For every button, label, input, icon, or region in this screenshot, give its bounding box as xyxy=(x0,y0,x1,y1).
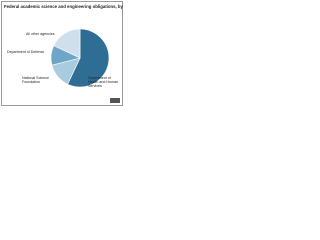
pie-slice xyxy=(53,28,81,59)
slice-label: National Science Foundation xyxy=(22,76,49,85)
logo xyxy=(110,98,120,103)
slice-label: Department of Defense xyxy=(7,50,45,54)
slice-label: Department of Health and Human Services xyxy=(88,76,118,89)
chart-frame xyxy=(1,1,123,106)
chart-title: Federal academic science and engineering… xyxy=(4,4,124,9)
chart xyxy=(50,28,110,88)
page: Federal academic science and engineering… xyxy=(0,0,124,107)
pie-slice xyxy=(67,28,110,88)
slice-label: All other agencies xyxy=(26,32,55,36)
